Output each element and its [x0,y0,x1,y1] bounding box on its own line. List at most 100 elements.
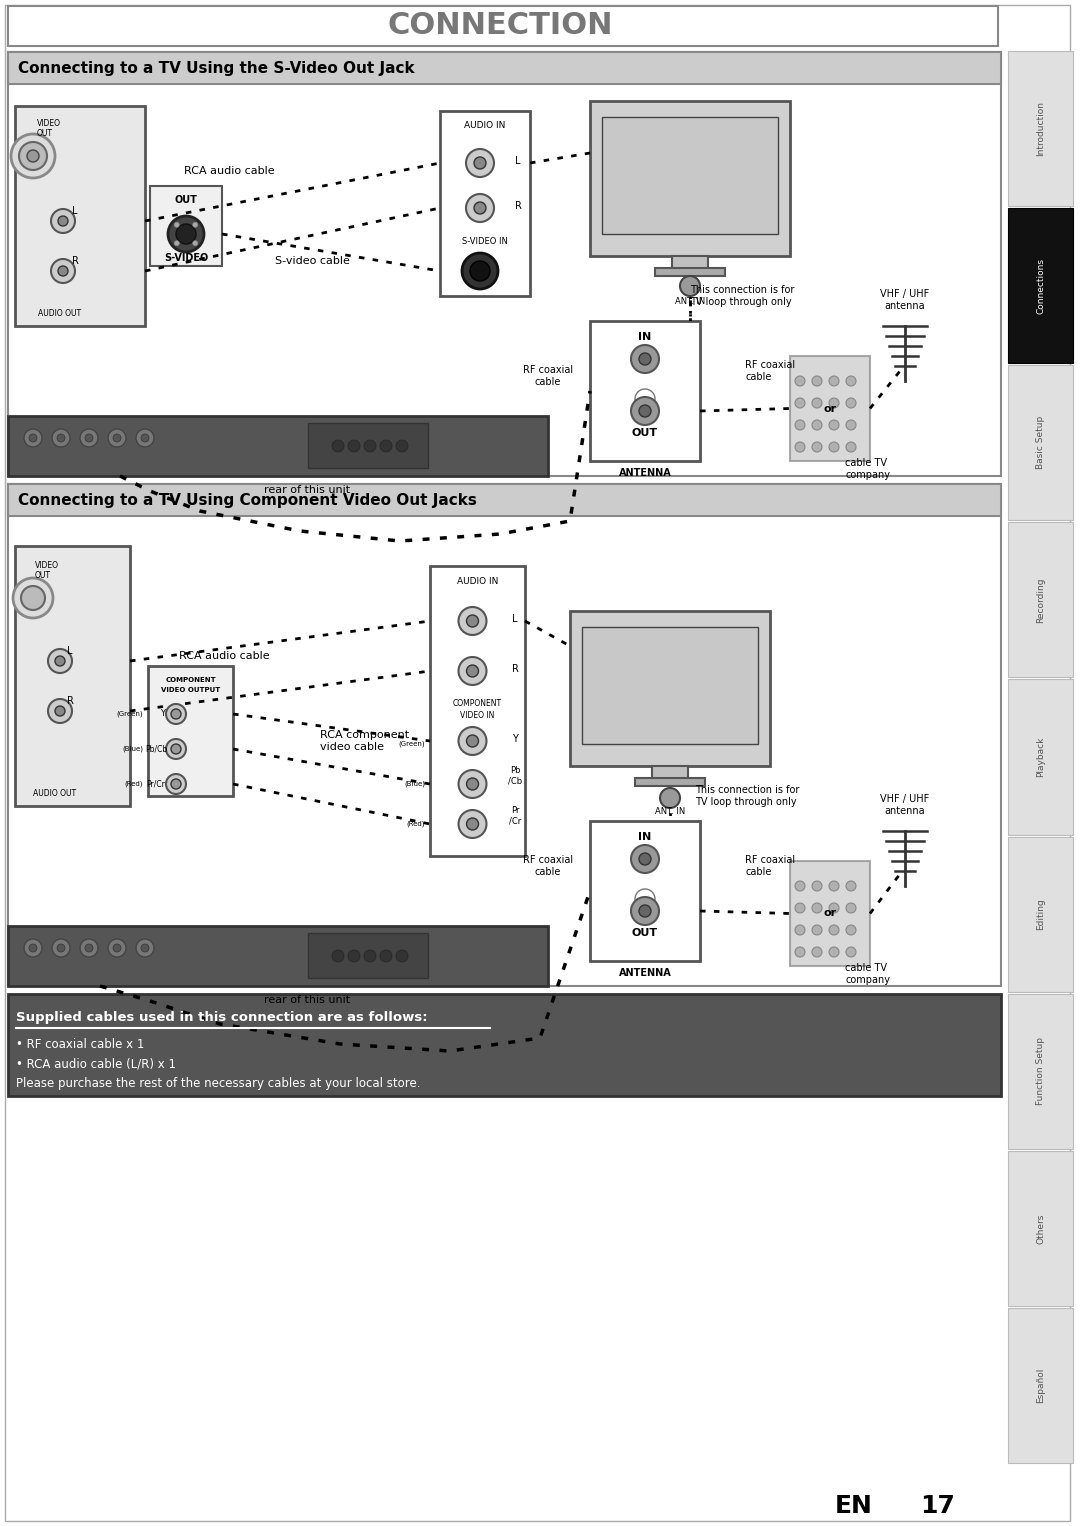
Bar [8,484,1001,986]
Circle shape [55,656,65,665]
Circle shape [380,951,392,961]
Bar [8,993,1001,1096]
Circle shape [57,433,65,443]
Circle shape [467,736,478,748]
Text: cable TV
company: cable TV company [845,458,890,479]
Circle shape [171,710,181,719]
Circle shape [467,665,478,678]
Bar [8,417,548,476]
Text: S-VIDEO IN: S-VIDEO IN [462,237,508,246]
Text: Y: Y [512,734,518,745]
Bar [590,320,700,461]
Circle shape [465,150,494,177]
Text: • RCA audio cable (L/R) x 1: • RCA audio cable (L/R) x 1 [16,1058,176,1071]
Circle shape [459,658,486,685]
Circle shape [168,217,204,252]
Bar [789,356,870,461]
Circle shape [474,157,486,169]
Text: RF coaxial
cable: RF coaxial cable [745,855,795,877]
Text: L: L [515,156,521,166]
Bar [1008,50,1074,206]
Text: VIDEO: VIDEO [35,562,59,571]
Circle shape [812,948,822,957]
Text: Others: Others [1036,1213,1045,1244]
Circle shape [795,903,805,913]
Circle shape [795,443,805,452]
Circle shape [364,951,376,961]
Circle shape [795,925,805,935]
Bar [635,778,705,786]
Circle shape [846,443,856,452]
Circle shape [467,818,478,830]
Text: RF coaxial
cable: RF coaxial cable [523,855,573,877]
Bar [789,861,870,966]
Circle shape [85,433,93,443]
Circle shape [11,134,55,179]
Circle shape [24,429,42,447]
Bar [148,665,233,797]
Circle shape [459,810,486,838]
Text: Please purchase the rest of the necessary cables at your local store.: Please purchase the rest of the necessar… [16,1077,420,1091]
Circle shape [85,945,93,952]
Circle shape [58,217,68,226]
Text: Connections: Connections [1036,258,1045,314]
Text: IN: IN [638,832,651,842]
Bar [150,186,222,266]
Circle shape [462,253,498,288]
Circle shape [470,261,490,281]
Circle shape [680,276,700,296]
Circle shape [635,890,654,909]
Bar [1008,993,1074,1149]
Bar [1008,208,1074,363]
Text: (Red): (Red) [406,821,426,827]
Circle shape [467,615,478,627]
Circle shape [396,951,408,961]
Circle shape [846,420,856,430]
Circle shape [166,703,186,723]
Circle shape [829,443,839,452]
Text: OUT: OUT [175,195,198,204]
Circle shape [846,925,856,935]
Circle shape [846,903,856,913]
Circle shape [166,739,186,758]
Circle shape [29,433,37,443]
Bar [590,821,700,961]
Circle shape [348,439,360,452]
Circle shape [348,951,360,961]
Text: R: R [512,664,518,674]
Text: ANT. IN: ANT. IN [654,807,685,815]
Text: VHF / UHF
antenna: VHF / UHF antenna [880,795,930,816]
Bar [8,6,998,46]
Text: 17: 17 [920,1494,955,1518]
Text: RCA component
video cable: RCA component video cable [320,731,409,752]
Bar [582,627,758,745]
Circle shape [48,649,72,673]
Circle shape [332,951,345,961]
Circle shape [846,948,856,957]
Circle shape [113,945,121,952]
Text: Supplied cables used in this connection are as follows:: Supplied cables used in this connection … [16,1012,428,1024]
Text: OUT: OUT [632,427,658,438]
Text: L: L [72,206,78,217]
Circle shape [166,774,186,794]
Circle shape [812,925,822,935]
Text: R: R [71,256,79,266]
Circle shape [52,938,70,957]
Text: OUT: OUT [35,572,51,580]
Text: Recording: Recording [1036,577,1045,623]
Text: IN: IN [638,333,651,342]
Circle shape [80,938,98,957]
Text: Y: Y [161,710,165,719]
Circle shape [639,404,651,417]
Circle shape [631,897,659,925]
Text: R: R [514,201,522,211]
Circle shape [829,375,839,386]
Circle shape [812,398,822,407]
Circle shape [639,353,651,365]
Bar [1008,522,1074,678]
Text: rear of this unit: rear of this unit [264,995,350,1006]
Text: AUDIO OUT: AUDIO OUT [39,310,82,319]
Circle shape [48,699,72,723]
Text: RCA audio cable: RCA audio cable [185,166,275,175]
Text: (Green): (Green) [117,711,143,717]
